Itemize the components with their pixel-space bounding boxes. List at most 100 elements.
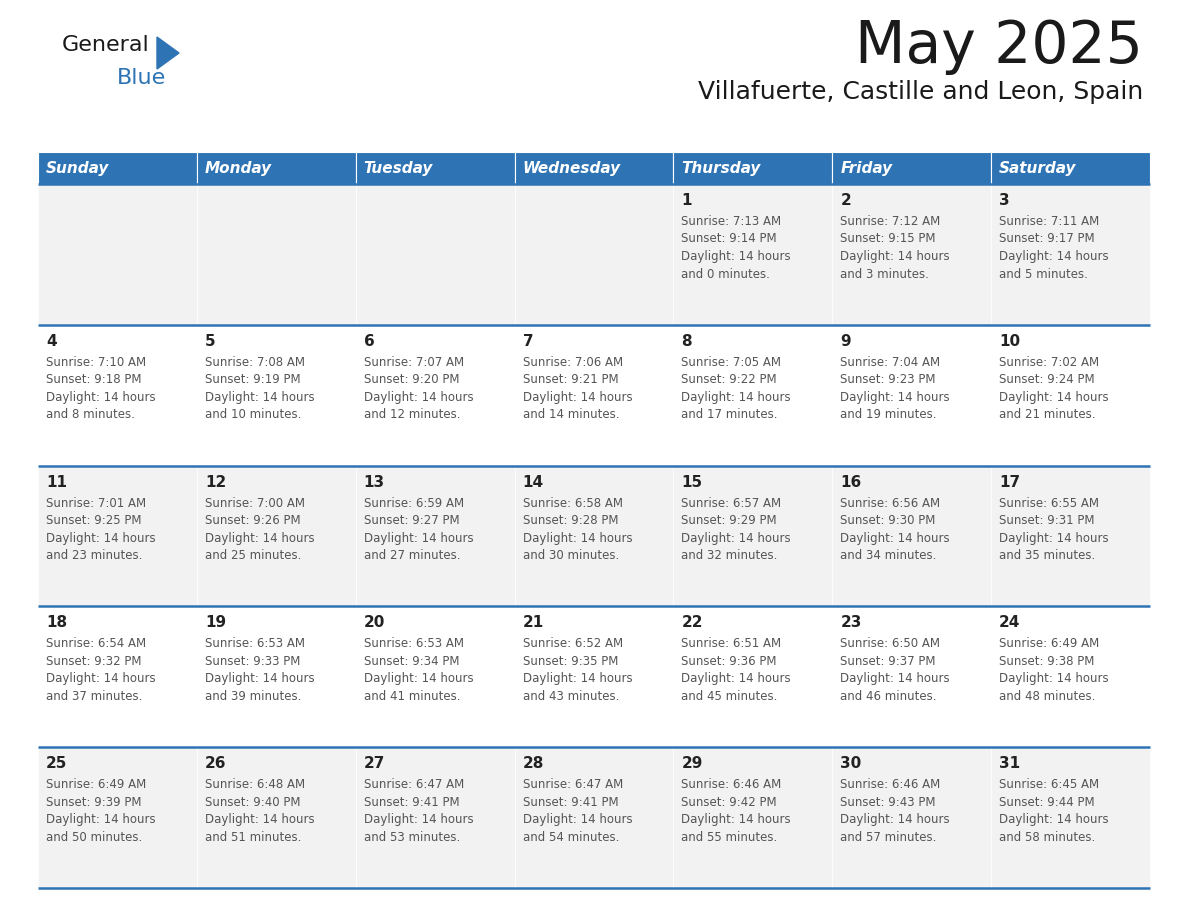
Text: Daylight: 14 hours: Daylight: 14 hours bbox=[840, 532, 950, 544]
Text: and 46 minutes.: and 46 minutes. bbox=[840, 690, 937, 703]
Text: Sunrise: 6:53 AM: Sunrise: 6:53 AM bbox=[204, 637, 305, 650]
Text: 4: 4 bbox=[46, 334, 57, 349]
Text: Sunrise: 6:55 AM: Sunrise: 6:55 AM bbox=[999, 497, 1099, 509]
Text: Sunset: 9:38 PM: Sunset: 9:38 PM bbox=[999, 655, 1094, 668]
Text: Sunset: 9:17 PM: Sunset: 9:17 PM bbox=[999, 232, 1095, 245]
Text: Sunrise: 6:56 AM: Sunrise: 6:56 AM bbox=[840, 497, 941, 509]
Text: Sunrise: 7:12 AM: Sunrise: 7:12 AM bbox=[840, 215, 941, 228]
Text: Daylight: 14 hours: Daylight: 14 hours bbox=[204, 532, 315, 544]
Text: and 43 minutes.: and 43 minutes. bbox=[523, 690, 619, 703]
Text: Sunrise: 7:07 AM: Sunrise: 7:07 AM bbox=[364, 356, 463, 369]
Text: Sunset: 9:23 PM: Sunset: 9:23 PM bbox=[840, 374, 936, 386]
Text: Sunset: 9:41 PM: Sunset: 9:41 PM bbox=[364, 796, 460, 809]
Text: and 34 minutes.: and 34 minutes. bbox=[840, 549, 936, 562]
Text: and 23 minutes.: and 23 minutes. bbox=[46, 549, 143, 562]
Text: 8: 8 bbox=[682, 334, 693, 349]
Text: Sunrise: 6:57 AM: Sunrise: 6:57 AM bbox=[682, 497, 782, 509]
Text: Daylight: 14 hours: Daylight: 14 hours bbox=[364, 672, 473, 686]
Text: Sunset: 9:43 PM: Sunset: 9:43 PM bbox=[840, 796, 936, 809]
Text: Daylight: 14 hours: Daylight: 14 hours bbox=[682, 672, 791, 686]
Text: Daylight: 14 hours: Daylight: 14 hours bbox=[999, 391, 1108, 404]
Text: Sunrise: 6:49 AM: Sunrise: 6:49 AM bbox=[999, 637, 1099, 650]
Text: 16: 16 bbox=[840, 475, 861, 489]
Text: Sunset: 9:18 PM: Sunset: 9:18 PM bbox=[46, 374, 141, 386]
Text: and 3 minutes.: and 3 minutes. bbox=[840, 267, 929, 281]
Bar bbox=[355, 184, 514, 325]
Text: Daylight: 14 hours: Daylight: 14 hours bbox=[999, 532, 1108, 544]
Text: Daylight: 14 hours: Daylight: 14 hours bbox=[204, 391, 315, 404]
Text: Sunday: Sunday bbox=[46, 161, 109, 175]
Text: and 0 minutes.: and 0 minutes. bbox=[682, 267, 770, 281]
Text: 19: 19 bbox=[204, 615, 226, 631]
Bar bbox=[197, 607, 355, 747]
Text: 2: 2 bbox=[840, 193, 851, 208]
Text: and 27 minutes.: and 27 minutes. bbox=[364, 549, 460, 562]
Text: 1: 1 bbox=[682, 193, 691, 208]
Text: 20: 20 bbox=[364, 615, 385, 631]
Text: Sunrise: 7:06 AM: Sunrise: 7:06 AM bbox=[523, 356, 623, 369]
Text: Daylight: 14 hours: Daylight: 14 hours bbox=[999, 672, 1108, 686]
Text: Sunrise: 6:48 AM: Sunrise: 6:48 AM bbox=[204, 778, 305, 791]
Text: Daylight: 14 hours: Daylight: 14 hours bbox=[364, 813, 473, 826]
Text: Sunset: 9:14 PM: Sunset: 9:14 PM bbox=[682, 232, 777, 245]
Text: 30: 30 bbox=[840, 756, 861, 771]
Text: 27: 27 bbox=[364, 756, 385, 771]
Text: Sunrise: 6:46 AM: Sunrise: 6:46 AM bbox=[840, 778, 941, 791]
Text: Sunrise: 6:54 AM: Sunrise: 6:54 AM bbox=[46, 637, 146, 650]
Text: and 37 minutes.: and 37 minutes. bbox=[46, 690, 143, 703]
Bar bbox=[197, 465, 355, 607]
Text: and 50 minutes.: and 50 minutes. bbox=[46, 831, 143, 844]
Text: Tuesday: Tuesday bbox=[364, 161, 434, 175]
Text: Sunset: 9:34 PM: Sunset: 9:34 PM bbox=[364, 655, 460, 668]
Text: Daylight: 14 hours: Daylight: 14 hours bbox=[204, 813, 315, 826]
Polygon shape bbox=[157, 37, 179, 69]
Text: Sunset: 9:31 PM: Sunset: 9:31 PM bbox=[999, 514, 1094, 527]
Bar bbox=[197, 152, 355, 184]
Text: Sunrise: 7:02 AM: Sunrise: 7:02 AM bbox=[999, 356, 1099, 369]
Text: Sunrise: 6:50 AM: Sunrise: 6:50 AM bbox=[840, 637, 940, 650]
Bar bbox=[833, 747, 991, 888]
Text: 3: 3 bbox=[999, 193, 1010, 208]
Bar bbox=[38, 152, 197, 184]
Text: Sunrise: 7:05 AM: Sunrise: 7:05 AM bbox=[682, 356, 782, 369]
Bar bbox=[38, 325, 197, 465]
Bar bbox=[674, 152, 833, 184]
Text: Sunset: 9:33 PM: Sunset: 9:33 PM bbox=[204, 655, 301, 668]
Text: and 21 minutes.: and 21 minutes. bbox=[999, 409, 1095, 421]
Text: Sunrise: 7:13 AM: Sunrise: 7:13 AM bbox=[682, 215, 782, 228]
Text: Sunrise: 7:00 AM: Sunrise: 7:00 AM bbox=[204, 497, 305, 509]
Text: and 17 minutes.: and 17 minutes. bbox=[682, 409, 778, 421]
Text: and 41 minutes.: and 41 minutes. bbox=[364, 690, 460, 703]
Bar bbox=[674, 325, 833, 465]
Text: 7: 7 bbox=[523, 334, 533, 349]
Text: and 58 minutes.: and 58 minutes. bbox=[999, 831, 1095, 844]
Bar bbox=[38, 184, 197, 325]
Text: Sunset: 9:41 PM: Sunset: 9:41 PM bbox=[523, 796, 618, 809]
Text: and 14 minutes.: and 14 minutes. bbox=[523, 409, 619, 421]
Text: Daylight: 14 hours: Daylight: 14 hours bbox=[364, 532, 473, 544]
Text: and 48 minutes.: and 48 minutes. bbox=[999, 690, 1095, 703]
Bar bbox=[674, 607, 833, 747]
Text: 15: 15 bbox=[682, 475, 702, 489]
Text: 12: 12 bbox=[204, 475, 226, 489]
Text: Daylight: 14 hours: Daylight: 14 hours bbox=[682, 250, 791, 263]
Bar bbox=[355, 607, 514, 747]
Text: and 12 minutes.: and 12 minutes. bbox=[364, 409, 460, 421]
Bar bbox=[514, 747, 674, 888]
Text: Sunrise: 7:10 AM: Sunrise: 7:10 AM bbox=[46, 356, 146, 369]
Text: Sunset: 9:32 PM: Sunset: 9:32 PM bbox=[46, 655, 141, 668]
Text: 11: 11 bbox=[46, 475, 67, 489]
Bar bbox=[991, 607, 1150, 747]
Text: Sunrise: 6:52 AM: Sunrise: 6:52 AM bbox=[523, 637, 623, 650]
Text: Sunrise: 6:51 AM: Sunrise: 6:51 AM bbox=[682, 637, 782, 650]
Text: General: General bbox=[62, 35, 150, 55]
Text: Daylight: 14 hours: Daylight: 14 hours bbox=[682, 813, 791, 826]
Text: 17: 17 bbox=[999, 475, 1020, 489]
Text: and 53 minutes.: and 53 minutes. bbox=[364, 831, 460, 844]
Text: and 35 minutes.: and 35 minutes. bbox=[999, 549, 1095, 562]
Text: Sunset: 9:42 PM: Sunset: 9:42 PM bbox=[682, 796, 777, 809]
Text: Sunrise: 6:47 AM: Sunrise: 6:47 AM bbox=[523, 778, 623, 791]
Text: 22: 22 bbox=[682, 615, 703, 631]
Text: Sunset: 9:44 PM: Sunset: 9:44 PM bbox=[999, 796, 1095, 809]
Bar bbox=[833, 325, 991, 465]
